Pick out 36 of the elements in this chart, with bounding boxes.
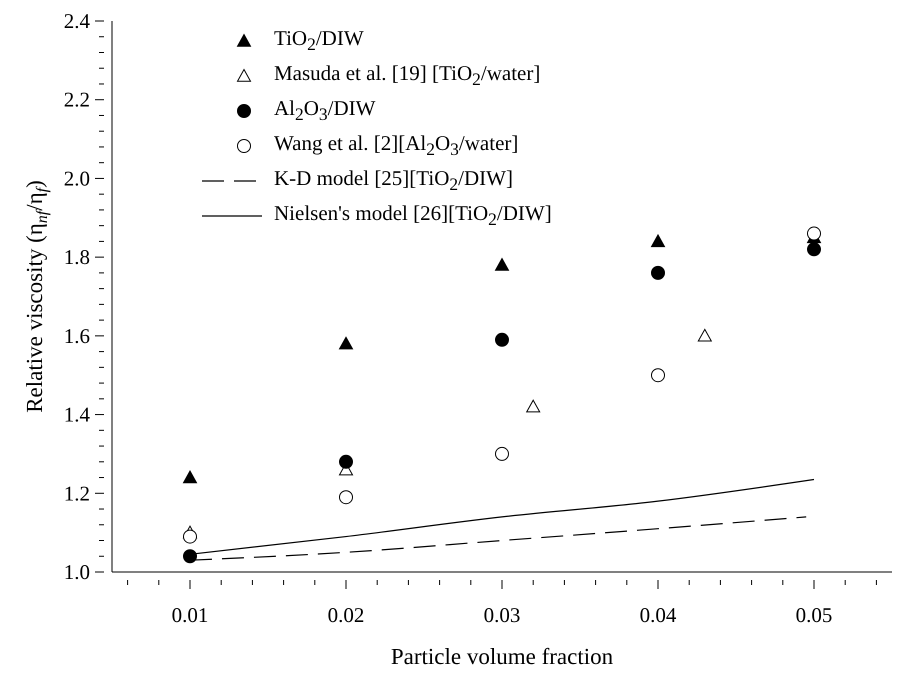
point	[807, 242, 821, 256]
y-tick-label: 1.4	[64, 402, 90, 427]
y-tick-label: 1.0	[64, 560, 90, 584]
point	[183, 530, 197, 544]
y-tick-label: 1.2	[64, 481, 90, 506]
x-tick-label: 0.01	[172, 603, 208, 627]
y-tick-label: 1.8	[64, 245, 90, 270]
legend-label: K-D model [25][TiO$_{2}$/DIW]	[274, 166, 513, 196]
legend-label: Al$_{2}$O$_{3}$/DIW	[274, 96, 376, 126]
point	[807, 226, 821, 241]
legend-label: TiO$_{2}$/DIW	[274, 26, 364, 56]
point	[183, 549, 197, 564]
point	[495, 446, 509, 461]
legend-label: Masuda et al. [19] [TiO$_{2}$/water]	[274, 60, 540, 90]
y-tick-label: 2.2	[64, 88, 90, 112]
point	[339, 490, 353, 504]
point	[495, 332, 509, 347]
point	[526, 400, 540, 412]
point	[339, 336, 353, 350]
x-tick-label: 0.04	[640, 603, 677, 627]
point	[698, 328, 712, 342]
y-tick-label: 2.4	[64, 9, 90, 33]
legend-label: Wang et al. [2][Al$_{2}$O$_{3}$/water]	[274, 130, 518, 160]
point	[183, 470, 197, 484]
point	[651, 368, 665, 382]
legend-label: Nielsen's model [26][TiO$_{2}$/DIW]	[274, 200, 552, 230]
point	[495, 258, 509, 271]
point	[651, 266, 665, 280]
x-axis-title: Particle volume fraction	[390, 644, 614, 669]
y-tick-label: 2.0	[64, 166, 90, 190]
point	[651, 234, 665, 248]
x-tick-label: 0.02	[328, 603, 364, 627]
point	[339, 454, 353, 469]
x-tick-label: 0.05	[796, 603, 832, 627]
x-tick-label: 0.03	[484, 603, 520, 627]
y-tick-label: 1.6	[64, 324, 90, 348]
